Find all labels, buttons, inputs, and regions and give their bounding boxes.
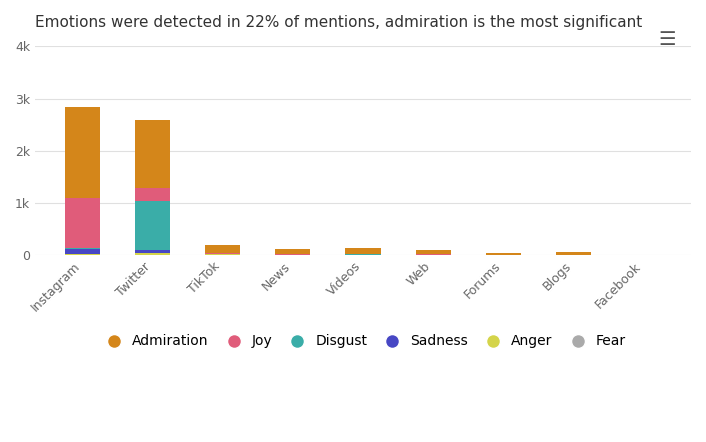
Bar xyxy=(205,253,240,254)
Bar xyxy=(65,248,100,249)
Bar xyxy=(65,254,100,255)
Bar xyxy=(275,248,311,254)
Bar xyxy=(65,249,100,254)
Bar xyxy=(556,252,591,255)
Legend: Admiration, Joy, Disgust, Sadness, Anger, Fear: Admiration, Joy, Disgust, Sadness, Anger… xyxy=(95,329,631,354)
Bar xyxy=(135,120,170,188)
Bar xyxy=(135,251,170,253)
Bar xyxy=(205,244,240,253)
Bar xyxy=(486,253,521,255)
Bar xyxy=(65,198,100,248)
Bar xyxy=(135,201,170,251)
Bar xyxy=(135,188,170,201)
Bar xyxy=(135,253,170,255)
Bar xyxy=(345,248,381,254)
Bar xyxy=(65,107,100,198)
Text: Emotions were detected in 22% of mentions, admiration is the most significant: Emotions were detected in 22% of mention… xyxy=(35,15,642,30)
Text: ☰: ☰ xyxy=(659,30,676,49)
Bar xyxy=(416,250,450,254)
